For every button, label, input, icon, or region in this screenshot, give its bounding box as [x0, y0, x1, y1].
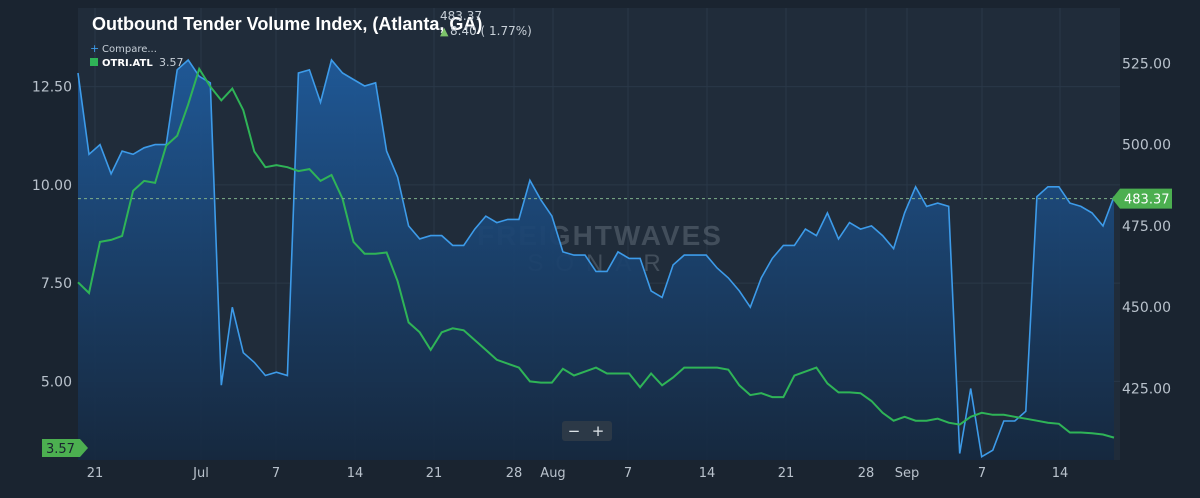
y-left-tick-label: 12.50 [32, 80, 72, 96]
x-tick-label: Jul [192, 466, 209, 481]
y-left-tick-label: 5.00 [41, 374, 72, 390]
zoom-panel [562, 421, 612, 441]
left-marker-label: 3.57 [46, 442, 75, 457]
compare-link[interactable]: Compare... [102, 44, 157, 55]
x-tick-label: 21 [778, 466, 795, 481]
y-right-tick-label: 450.00 [1122, 300, 1171, 316]
x-tick-label: Sep [895, 466, 920, 481]
otri-series-line [77, 66, 1115, 439]
y-left-tick-label: 10.00 [32, 178, 72, 194]
x-tick-label: 21 [426, 466, 443, 481]
x-tick-label: 14 [699, 466, 716, 481]
left-value-marker: 3.57 [42, 439, 88, 457]
x-tick-label: 28 [506, 466, 523, 481]
y-right-tick-label: 525.00 [1122, 56, 1171, 72]
y-right-tick-label: 425.00 [1122, 381, 1171, 397]
y-left-tick-label: 7.50 [41, 276, 72, 292]
x-tick-label: 7 [978, 466, 986, 481]
x-tick-label: 7 [272, 466, 280, 481]
axis-ticks: 21 Jul 7 14 21 28 Aug 7 14 21 28 Sep 7 14 12.50 10.00 7.… [32, 56, 1171, 481]
right-value-marker: 483.37 [1112, 188, 1172, 209]
zoom-in-button[interactable]: + [592, 422, 605, 440]
y-right-tick-label: 500.00 [1122, 138, 1171, 154]
x-tick-label: 14 [1052, 466, 1069, 481]
x-tick-label: 14 [347, 466, 364, 481]
x-tick-label: 28 [858, 466, 875, 481]
zoom-out-button[interactable]: − [568, 422, 581, 440]
y-right-tick-label: 475.00 [1122, 219, 1171, 235]
zoom-controls: − + [562, 421, 612, 441]
right-marker-label: 483.37 [1124, 193, 1170, 208]
legend-series-value: 3.57 [159, 56, 184, 69]
change-value: 8.40 ( 1.77%) [450, 24, 532, 38]
legend-swatch [90, 58, 98, 66]
plus-icon[interactable]: + [90, 42, 99, 55]
x-tick-label: Aug [540, 466, 565, 481]
chart-title: Outbound Tender Volume Index, (Atlanta, … [92, 14, 482, 34]
x-tick-label: 21 [87, 466, 104, 481]
legend-series-code[interactable]: OTRI.ATL [102, 58, 153, 69]
area-fill [78, 60, 1114, 460]
up-arrow-icon: ▲ [440, 25, 449, 38]
area-series-line [77, 58, 1115, 458]
last-value: 483.37 [440, 9, 482, 23]
x-tick-label: 7 [624, 466, 632, 481]
